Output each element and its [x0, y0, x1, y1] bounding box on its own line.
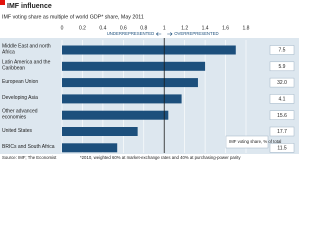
y-tick-label: European Union	[2, 78, 39, 85]
y-tick-label: Latin America and the Caribbean	[2, 59, 51, 72]
bar	[62, 61, 206, 71]
share-note: IMF voting share, % of total	[229, 139, 281, 144]
share-value: 11.5	[277, 145, 287, 151]
x-tick-label: 0.6	[120, 25, 127, 31]
source: Source: IMF; The Economist	[2, 155, 57, 160]
x-tick-label: 1.4	[202, 25, 209, 31]
x-tick-label: 1	[163, 25, 166, 31]
brand-mark	[0, 0, 5, 5]
share-box	[269, 143, 295, 153]
under-label: UNDERREPRESENTED	[107, 31, 155, 36]
share-box	[269, 94, 295, 104]
bar	[62, 78, 198, 88]
x-tick-label: 0.8	[140, 25, 147, 31]
share-note-box	[225, 135, 269, 149]
share-box	[269, 45, 295, 55]
share-box	[269, 110, 295, 120]
chart: IMF influence IMF voting share as multip…	[0, 0, 299, 161]
share-value: 4.1	[279, 97, 286, 103]
bar	[62, 127, 138, 136]
chart-canvas: IMF influence IMF voting share as multip…	[0, 0, 299, 160]
y-tick-label: Developing Asia	[2, 95, 38, 102]
share-value: 32.0	[277, 80, 287, 86]
bar	[62, 94, 182, 104]
share-box	[269, 126, 295, 137]
share-box	[269, 77, 295, 88]
x-tick-label: 0	[61, 25, 64, 31]
y-tick-label: United States	[2, 127, 33, 134]
x-tick-label: 0.2	[79, 25, 86, 31]
arrow	[156, 32, 173, 36]
chart-subtitle: IMF voting share as multiple of world GD…	[2, 14, 144, 20]
share-value: 7.5	[279, 48, 286, 54]
bar	[62, 110, 169, 120]
x-tick-label: 0.4	[99, 25, 106, 31]
share-box	[269, 61, 295, 72]
x-tick-label: 1.2	[181, 25, 188, 31]
y-tick-label: Other advanced economies	[2, 108, 38, 121]
chart-title: IMF influence	[7, 3, 52, 10]
share-value: 5.9	[279, 64, 286, 70]
x-tick-label: 1.8	[243, 25, 250, 31]
y-tick-label: BRICs and South Africa	[2, 144, 55, 150]
share-value: 17.7	[277, 129, 287, 135]
y-tick-label: Middle East and north Africa	[2, 43, 51, 55]
x-tick-label: 1.6	[222, 25, 229, 31]
footnote: *2010, weighted 60% at market-exchange r…	[80, 155, 241, 160]
share-value: 15.6	[277, 113, 287, 119]
bar	[62, 143, 118, 153]
bar	[62, 45, 236, 55]
over-label: OVERREPRESENTED	[174, 31, 218, 36]
